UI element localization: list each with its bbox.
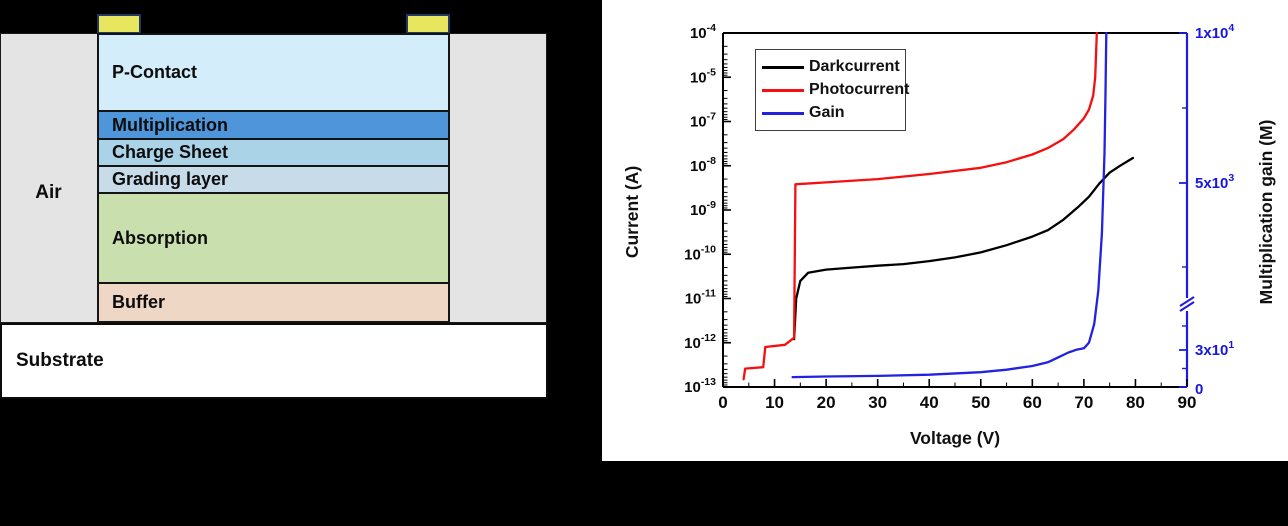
y-left-tick-label: 10-10 [684,243,716,263]
legend-label: Photocurrent [809,81,910,98]
substrate-region: Substrate [0,323,548,399]
x-axis-title: Voltage (V) [910,428,1000,448]
y-left-tick-label: 10-5 [690,66,716,86]
chart-legend: Darkcurrent Photocurrent Gain [755,49,909,131]
layer-label: Multiplication [112,114,228,135]
darkcurrent-curve [792,156,1135,341]
device-schematic: Air P-Contact Multiplication Charge Shee… [0,0,560,526]
x-tick-label: 80 [1126,393,1145,412]
x-tick-label: 20 [817,393,836,412]
x-tick-label: 0 [718,393,727,412]
x-tick-label: 70 [1074,393,1093,412]
layer-label: Grading layer [112,169,229,189]
iv-gain-chart-panel: Current (A) Voltage (V) Multiplication g… [602,0,1288,461]
y-left-tick-label: 10-4 [690,22,716,42]
legend-entry-gain: Gain [762,104,899,122]
axis-break-slash [1179,296,1195,307]
layer-absorption: Absorption [99,192,448,282]
y-right-tick-label: 0 [1195,381,1203,398]
air-label: Air [35,182,62,203]
y-right-tick-label: 1x104 [1195,22,1234,42]
layer-label: Buffer [112,292,165,312]
legend-label: Darkcurrent [809,58,900,75]
axis-break-slash [1179,301,1195,312]
y-right-axis-break-gap [1179,298,1195,311]
photocurrent-line-swatch [762,88,804,92]
y-left-axis-title: Current (A) [622,166,642,258]
substrate-label: Substrate [16,350,104,371]
y-left-tick-label: 10-11 [685,288,716,308]
iv-gain-chart: Current (A) Voltage (V) Multiplication g… [622,22,1276,448]
layer-multiplication: Multiplication [99,110,448,138]
photocurrent-curve [742,31,1098,381]
y-right-tick-label: 3x101 [1195,339,1234,359]
layer-grading: Grading layer [99,165,448,192]
y-left-tick-label: 10-12 [684,332,716,352]
layer-p-contact: P-Contact [99,35,448,110]
y-left-tick-label: 10-8 [690,155,716,175]
top-contact-right [406,14,450,34]
layer-label: Absorption [112,227,208,248]
layer-charge-sheet: Charge Sheet [99,138,448,165]
y-left-tick-label: 10-13 [684,376,716,396]
y-right-tick-label: 5x103 [1195,172,1234,192]
y-right-axis-title: Multiplication gain (M) [1256,120,1276,305]
darkcurrent-line-swatch [762,65,804,69]
layer-buffer: Buffer [99,282,448,321]
x-tick-label: 40 [920,393,939,412]
y-left-tick-label: 10-7 [690,111,716,131]
epitaxial-layer-stack: P-Contact Multiplication Charge Sheet Gr… [97,33,450,323]
y-left-tick-label: 10-9 [690,199,716,219]
x-tick-label: 10 [765,393,784,412]
layer-label: Charge Sheet [112,142,229,162]
x-tick-label: 90 [1178,393,1197,412]
legend-entry-darkcurrent: Darkcurrent [762,58,900,76]
legend-entry-photocurrent: Photocurrent [762,81,909,99]
top-contact-left [97,14,141,34]
x-tick-label: 30 [868,393,887,412]
layer-label: P-Contact [112,62,197,82]
x-tick-label: 50 [971,393,990,412]
gain-curve [791,31,1108,379]
gain-line-swatch [762,111,804,115]
x-tick-label: 60 [1023,393,1042,412]
legend-label: Gain [809,104,845,121]
